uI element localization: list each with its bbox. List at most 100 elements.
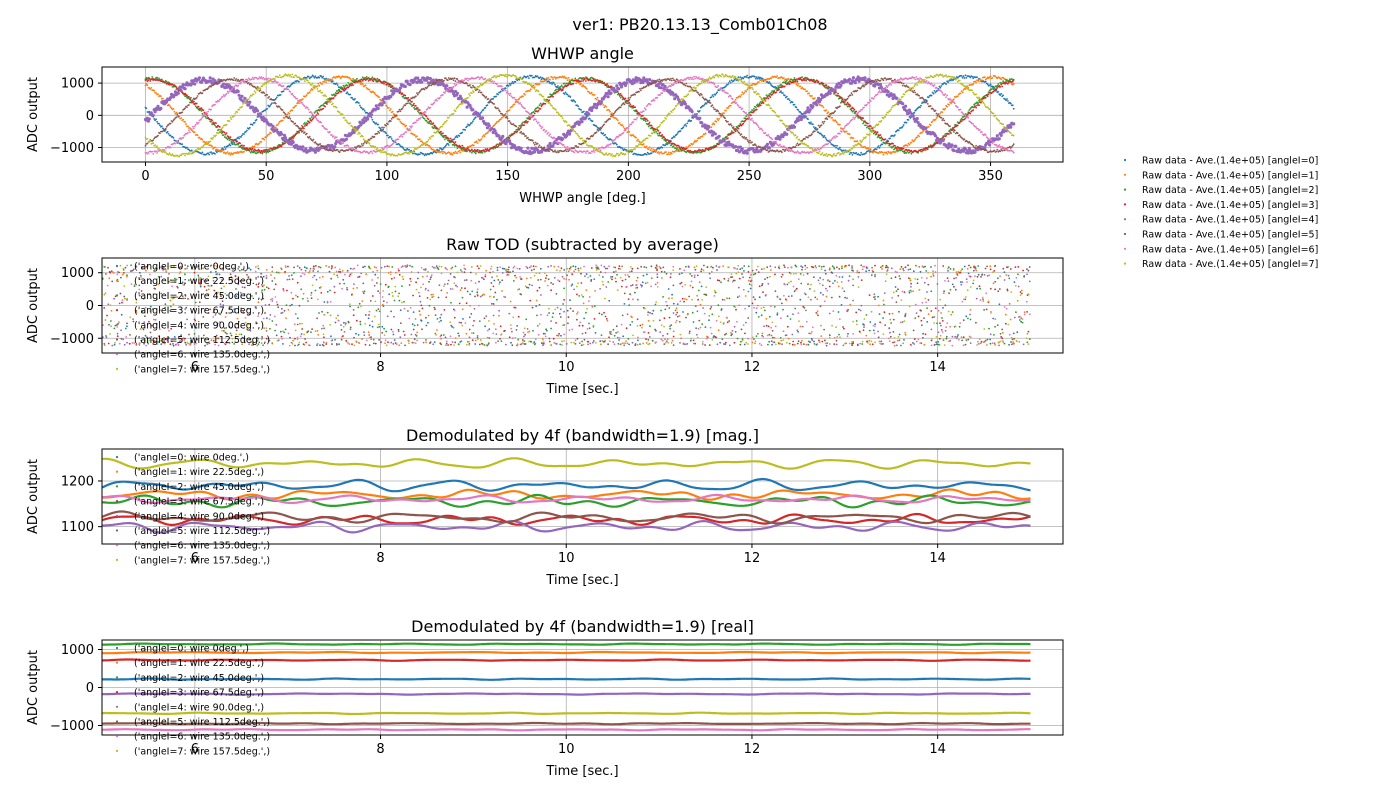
data-point <box>897 129 900 132</box>
data-point <box>950 79 952 82</box>
data-point <box>390 118 393 120</box>
data-point <box>580 80 582 83</box>
data-point <box>727 107 729 110</box>
data-point <box>822 106 825 109</box>
data-point <box>793 77 796 79</box>
data-point <box>958 122 961 124</box>
data-point <box>483 135 486 138</box>
data-point <box>715 120 718 123</box>
data-point <box>513 103 516 106</box>
data-point <box>852 137 855 140</box>
data-point <box>567 83 570 86</box>
data-point <box>860 151 862 154</box>
data-point <box>927 125 930 128</box>
data-point <box>608 109 610 111</box>
data-point <box>380 103 384 107</box>
data-point <box>469 123 471 126</box>
data-point <box>986 83 989 86</box>
data-point <box>927 96 930 99</box>
data-point <box>453 142 456 145</box>
data-point <box>485 150 488 152</box>
data-point <box>651 150 654 153</box>
data-point <box>174 112 177 115</box>
data-point <box>422 153 425 155</box>
data-point <box>184 107 187 110</box>
data-point <box>645 78 649 82</box>
data-point <box>950 143 954 147</box>
data-point <box>650 124 653 127</box>
data-point <box>554 90 556 92</box>
data-point <box>223 146 226 148</box>
data-point <box>671 136 674 139</box>
data-point <box>869 148 872 151</box>
data-point <box>761 77 764 80</box>
data-point <box>758 102 761 105</box>
data-point <box>475 140 478 143</box>
data-point <box>540 105 543 108</box>
data-point <box>309 118 312 121</box>
data-point <box>450 152 453 155</box>
data-point <box>501 89 504 92</box>
data-point <box>698 116 702 120</box>
data-point <box>931 91 934 94</box>
data-point <box>449 137 452 140</box>
data-point <box>886 153 889 155</box>
data-point <box>753 107 755 110</box>
data-point <box>462 148 465 151</box>
data-point <box>538 104 541 107</box>
data-point <box>796 80 799 83</box>
data-point <box>539 102 542 105</box>
data-point <box>161 78 163 81</box>
data-point <box>423 88 426 91</box>
data-point <box>447 144 450 146</box>
data-point <box>189 98 191 101</box>
data-point <box>683 102 688 106</box>
data-point <box>561 75 564 78</box>
data-point <box>788 83 791 86</box>
data-point <box>218 128 220 131</box>
data-point <box>288 112 291 115</box>
data-point <box>730 79 733 82</box>
data-point <box>877 145 880 148</box>
data-point <box>415 95 417 98</box>
data-point <box>444 146 446 148</box>
data-point <box>593 94 596 96</box>
data-point <box>701 135 704 137</box>
data-point <box>997 137 1001 141</box>
data-point <box>894 144 896 147</box>
data-point <box>418 138 421 141</box>
data-point <box>343 86 346 88</box>
data-point <box>812 126 815 128</box>
data-point <box>620 94 623 97</box>
data-point <box>880 139 883 142</box>
data-point <box>247 149 250 152</box>
data-point <box>237 78 240 81</box>
data-point <box>271 102 273 104</box>
data-point <box>476 142 479 144</box>
data-point <box>318 76 321 79</box>
data-point <box>228 143 231 146</box>
data-point <box>420 80 424 84</box>
data-point <box>410 149 412 152</box>
data-point <box>146 142 149 145</box>
data-point <box>889 151 891 154</box>
data-point <box>195 96 198 99</box>
data-point <box>431 152 434 155</box>
data-point <box>551 83 553 85</box>
data-point <box>553 82 555 84</box>
data-point <box>853 81 857 85</box>
data-point <box>889 137 891 140</box>
data-point <box>517 127 520 129</box>
data-point <box>456 147 459 150</box>
data-point <box>670 140 672 143</box>
data-point <box>759 76 762 79</box>
data-point <box>817 81 820 83</box>
data-point <box>382 81 384 83</box>
data-point <box>587 112 591 116</box>
data-point <box>609 110 611 113</box>
data-point <box>193 82 197 86</box>
data-point <box>972 83 975 85</box>
data-point <box>373 135 376 138</box>
data-point <box>223 151 226 154</box>
data-point <box>533 112 536 115</box>
